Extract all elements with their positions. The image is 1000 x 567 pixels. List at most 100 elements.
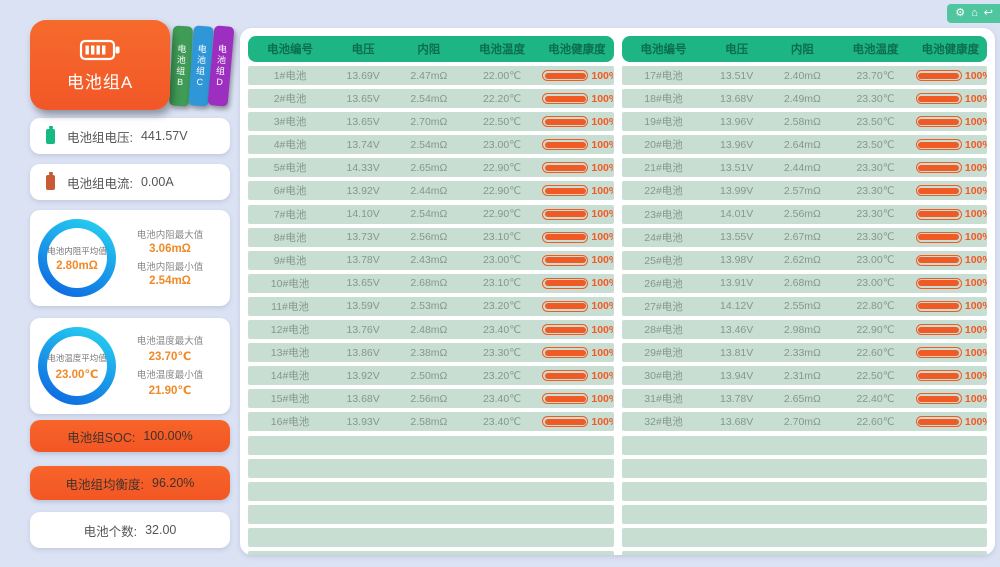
group-balance-button[interactable]: 电池组均衡度: 96.20% (30, 466, 230, 500)
cell-resistance: 2.65mΩ (410, 161, 448, 174)
cell-health: 100% (540, 208, 613, 220)
home-icon[interactable]: ⌂ (971, 7, 978, 19)
header-voltage: 电压 (351, 44, 375, 56)
cell-health: 100% (540, 185, 613, 197)
table-row: 4#电池 13.74V 2.54mΩ 23.00℃ 100% (248, 135, 614, 155)
cell-health: 100% (914, 208, 987, 220)
health-bar (542, 324, 589, 336)
table-row-empty (621, 481, 987, 501)
cell-health: 100% (914, 162, 987, 174)
cell-battery-id: 16#电池 (270, 416, 310, 429)
cell-resistance: 2.43mΩ (410, 254, 448, 267)
health-percent-label: 100% (964, 115, 987, 128)
table-row: 8#电池 13.73V 2.56mΩ 23.10℃ 100% (248, 227, 614, 247)
health-percent-label: 100% (964, 346, 987, 359)
cell-resistance: 2.33mΩ (783, 346, 821, 359)
health-percent-label: 100% (964, 208, 987, 221)
cell-temperature: 22.90℃ (856, 323, 895, 336)
table-row-empty (248, 481, 614, 501)
table-row: 14#电池 13.92V 2.50mΩ 23.20℃ 100% (248, 366, 614, 386)
cell-battery-id: 15#电池 (270, 393, 310, 406)
cell-temperature: 23.20℃ (482, 369, 522, 382)
table-header: 电池编号 电压 内阻 电池温度 电池健康度 (621, 36, 987, 62)
table-row: 15#电池 13.68V 2.56mΩ 23.40℃ 100% (248, 389, 614, 409)
health-percent-label: 100% (964, 300, 987, 313)
tab-battery-group-a-active[interactable]: 电池组A (30, 20, 170, 110)
temperature-avg-label: 电池温度平均值 (47, 352, 107, 363)
temperature-min-value: 21.90℃ (148, 385, 192, 397)
cell-health: 100% (540, 324, 613, 336)
cell-battery-id: 28#电池 (644, 324, 683, 337)
settings-icon[interactable]: ⚙ (955, 7, 966, 19)
group-voltage-label: 电池组电压: (67, 130, 133, 145)
cell-health: 100% (914, 116, 987, 128)
cell-temperature: 23.40℃ (482, 392, 522, 405)
table-row-empty (621, 435, 987, 455)
cell-temperature: 23.30℃ (856, 184, 895, 197)
temperature-avg-value: 23.00℃ (55, 368, 99, 381)
health-percent-label: 100% (964, 138, 987, 151)
battery-group-selector: 电池组B 电池组C 电池组D 电池组A (30, 20, 235, 114)
health-bar (915, 393, 962, 405)
cell-voltage: 13.59V (346, 300, 380, 313)
resistance-max-label: 电池内阻最大值 (136, 230, 204, 241)
cell-health: 100% (540, 370, 613, 382)
cell-health: 100% (914, 139, 987, 151)
health-bar (915, 324, 962, 336)
cell-battery-id: 5#电池 (273, 162, 307, 175)
header-battery-id: 电池编号 (267, 44, 314, 56)
cell-temperature: 23.40℃ (482, 323, 522, 336)
table-row: 16#电池 13.93V 2.58mΩ 23.40℃ 100% (248, 412, 614, 432)
group-balance-value: 96.20% (152, 476, 195, 490)
cell-health: 100% (914, 93, 987, 105)
header-voltage: 电压 (725, 44, 749, 56)
table-row-empty (621, 458, 987, 478)
temperature-gauge-ring: 电池温度平均值 23.00℃ (38, 327, 116, 405)
group-voltage-card: 电池组电压: 441.57V (30, 118, 230, 154)
cell-resistance: 2.54mΩ (410, 208, 448, 221)
table-row: 17#电池 13.51V 2.40mΩ 23.70℃ 100% (621, 66, 987, 85)
health-bar (915, 254, 962, 266)
table-row: 9#电池 13.78V 2.43mΩ 23.00℃ 100% (248, 250, 614, 270)
table-row: 22#电池 13.99V 2.57mΩ 23.30℃ 100% (621, 181, 987, 201)
header-temperature: 电池温度 (852, 44, 899, 56)
cell-voltage: 13.46V (719, 323, 754, 336)
health-bar (915, 231, 962, 243)
resistance-min-label: 电池内阻最小值 (136, 262, 204, 273)
temperature-min-label: 电池温度最小值 (136, 370, 204, 381)
cell-battery-id: 6#电池 (273, 185, 307, 198)
cell-resistance: 2.50mΩ (410, 369, 448, 382)
health-percent-label: 100% (964, 323, 987, 336)
table-row: 27#电池 14.12V 2.55mΩ 22.80℃ 100% (621, 296, 987, 316)
cell-battery-id: 4#电池 (273, 139, 307, 152)
cell-temperature: 23.00℃ (482, 254, 522, 267)
health-percent-label: 100% (964, 254, 987, 267)
table-row: 21#电池 13.51V 2.44mΩ 23.30℃ 100% (621, 158, 987, 178)
cell-health: 100% (914, 70, 987, 82)
health-percent-label: 100% (591, 69, 613, 82)
cell-battery-id: 27#电池 (644, 300, 683, 313)
resistance-max-value: 3.06mΩ (149, 243, 191, 255)
cell-health: 100% (540, 347, 613, 359)
battery-count-label: 电池个数: (83, 524, 138, 539)
health-percent-label: 100% (964, 277, 987, 290)
health-percent-label: 100% (591, 392, 613, 405)
cell-temperature: 23.40℃ (482, 415, 522, 428)
group-soc-button[interactable]: 电池组SOC: 100.00% (30, 420, 230, 452)
table-row: 10#电池 13.65V 2.68mΩ 23.10℃ 100% (248, 273, 614, 293)
cell-voltage: 13.94V (719, 369, 754, 382)
cell-voltage: 13.96V (719, 138, 754, 151)
table-row-empty (248, 458, 614, 478)
cell-battery-id: 20#电池 (644, 139, 683, 152)
cell-temperature: 23.30℃ (856, 231, 895, 244)
group-soc-label: 电池组SOC: (67, 430, 136, 445)
health-bar (542, 254, 589, 266)
table-row: 18#电池 13.68V 2.49mΩ 23.30℃ 100% (621, 89, 987, 109)
cell-resistance: 2.58mΩ (783, 115, 821, 128)
health-percent-label: 100% (591, 138, 613, 151)
back-icon[interactable]: ↩ (983, 7, 993, 19)
health-percent-label: 100% (591, 254, 613, 267)
resistance-gauge-card: 电池内阻平均值 2.80mΩ 电池内阻最大值 3.06mΩ 电池内阻最小值 2.… (30, 210, 230, 306)
cell-temperature: 23.50℃ (856, 138, 895, 151)
cell-battery-id: 19#电池 (644, 116, 683, 129)
